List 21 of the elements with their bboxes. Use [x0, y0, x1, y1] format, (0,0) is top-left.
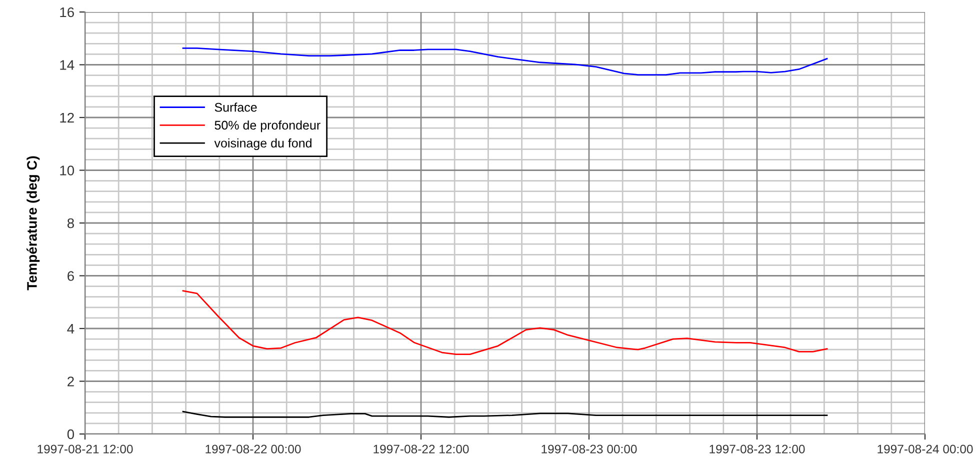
y-tick-label: 16 [60, 7, 74, 18]
y-tick-label: 4 [67, 324, 74, 334]
legend-label: Surface [214, 102, 257, 112]
line-series [182, 290, 828, 356]
x-tick-label: 1997-08-22 12:00 [374, 444, 469, 454]
y-tick-label: 10 [60, 166, 74, 176]
x-tick-label: 1997-08-23 00:00 [542, 444, 637, 454]
y-tick-label: 2 [68, 376, 74, 386]
x-tick-label: 1997-08-22 00:00 [206, 444, 301, 454]
y-tick-label: 8 [67, 218, 74, 228]
y-tick-label: 12 [60, 112, 74, 123]
legend-label: voisinage du fond [214, 138, 312, 150]
y-tick-label: 0 [67, 429, 74, 440]
x-tick-label: 1997-08-23 12:00 [710, 444, 805, 454]
line-series [182, 47, 828, 76]
y-tick-label: 6 [68, 271, 74, 281]
x-tick-label: 1997-08-24 00:00 [878, 444, 973, 454]
y-tick-label: 14 [60, 60, 74, 70]
y-axis-title: Température (deg C) [26, 156, 40, 290]
legend-label: 50% de profondeur [214, 120, 320, 132]
x-tick-label: 1997-08-21 12:00 [38, 444, 133, 454]
